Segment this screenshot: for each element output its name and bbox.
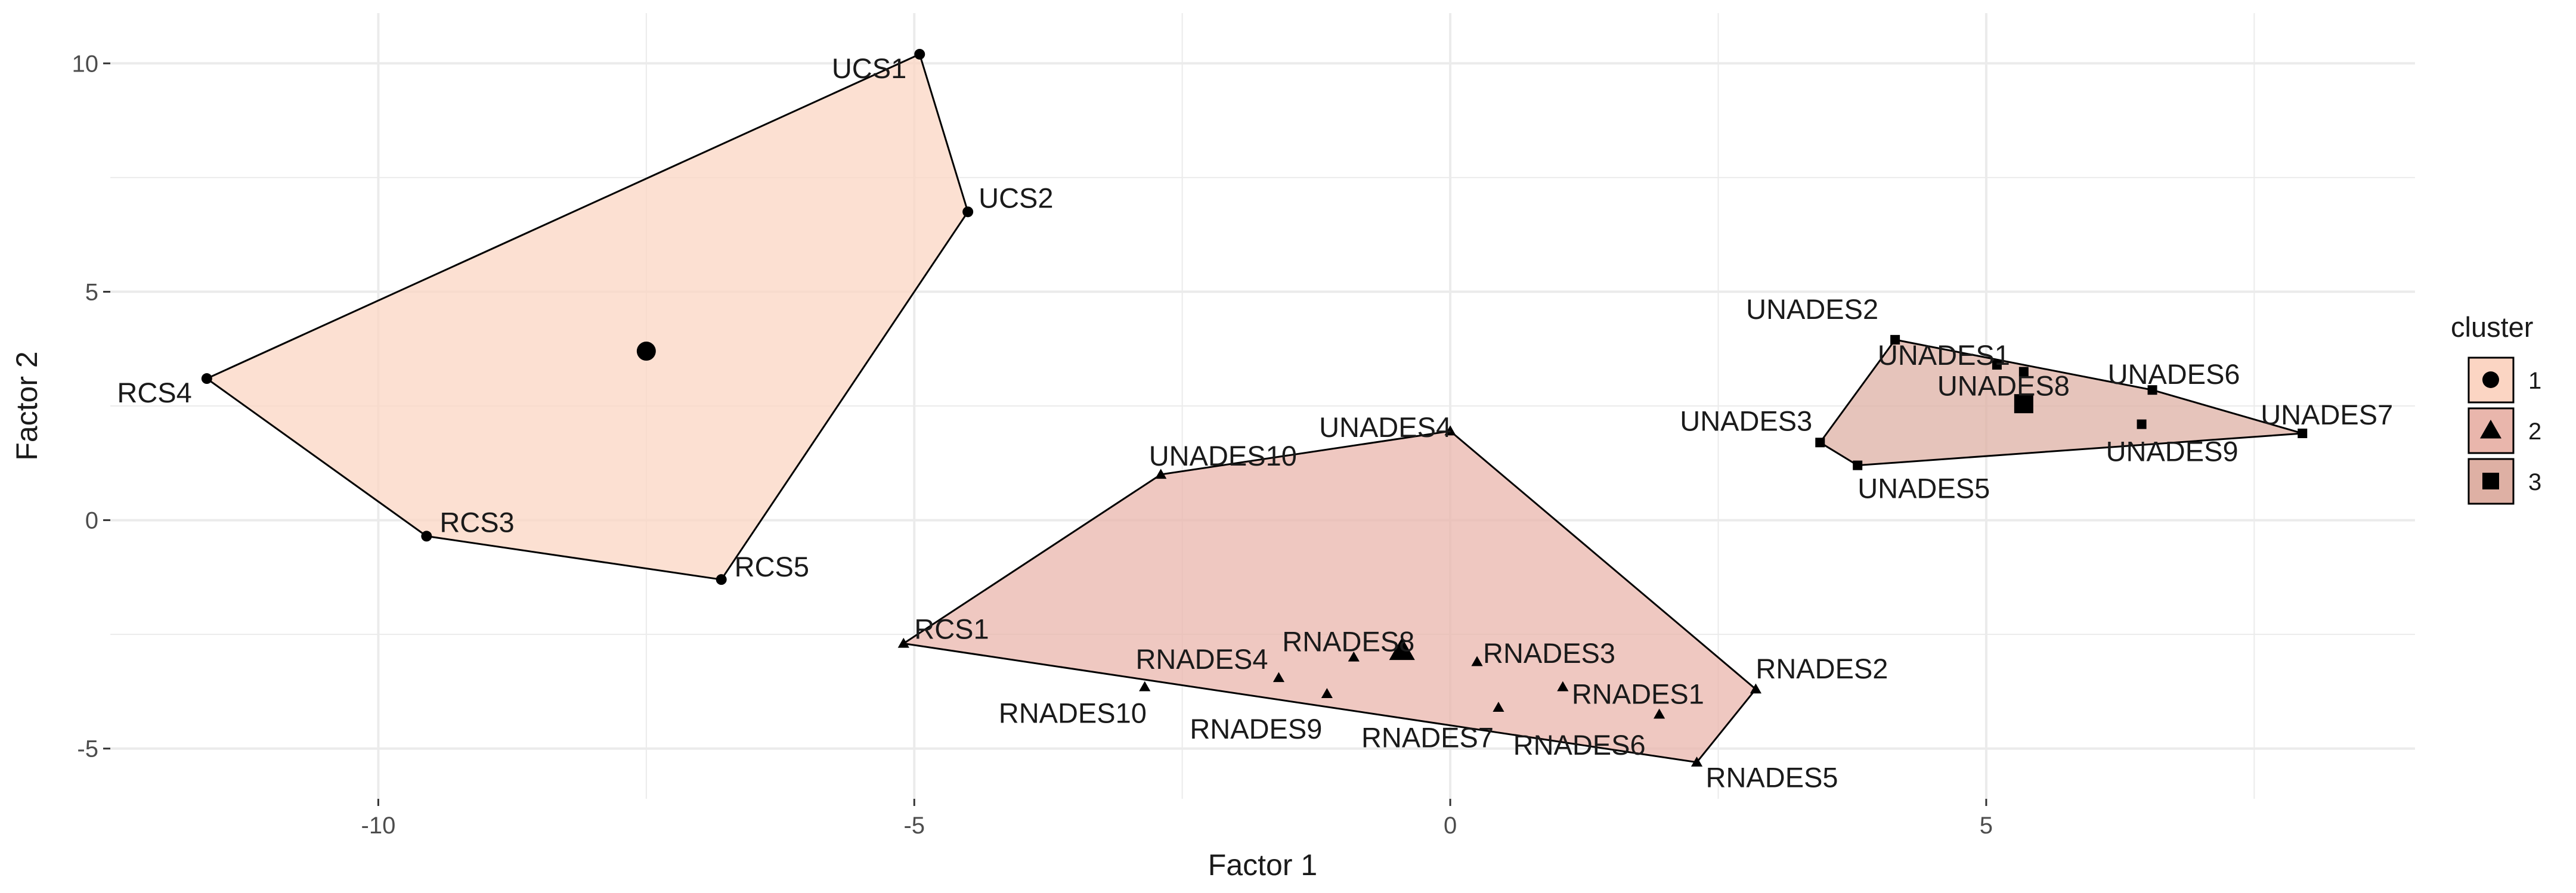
data-point (201, 373, 212, 385)
cluster-2-hull (901, 430, 1757, 764)
x-tick-label: -10 (361, 813, 396, 839)
point-label: UCS2 (979, 182, 1053, 213)
data-point (1471, 656, 1483, 666)
x-tick-label: 0 (1444, 813, 1457, 839)
data-point (897, 637, 909, 648)
data-point (962, 206, 974, 218)
data-point (1853, 460, 1863, 470)
data-point (1155, 469, 1167, 479)
data-point (1654, 708, 1665, 719)
point-label: UCS1 (832, 52, 906, 84)
legend-key-symbol (2480, 420, 2501, 439)
legend-title: cluster (2451, 311, 2533, 343)
x-tick-label: 5 (1980, 813, 1993, 839)
cluster-2-centroid (1389, 637, 1415, 661)
data-point (1750, 683, 1762, 694)
data-point (914, 48, 925, 60)
point-label: RNADES5 (1706, 762, 1838, 793)
y-tick-label: 10 (72, 51, 99, 77)
cluster-3-centroid (2014, 394, 2033, 414)
point-label: UNADES9 (2106, 436, 2238, 467)
data-point (1890, 334, 1900, 345)
data-point (1348, 651, 1360, 662)
y-tick-label: -5 (77, 736, 98, 762)
legend-key-symbol (2482, 473, 2499, 489)
data-point (1557, 681, 1569, 692)
cluster-1-centroid (636, 342, 656, 361)
cluster-3-hull (1819, 339, 2303, 467)
point-label: RCS4 (117, 377, 191, 408)
data-points (201, 48, 2308, 767)
point-label: RNADES4 (1135, 643, 1268, 675)
point-label: RNADES3 (1483, 637, 1615, 669)
data-point (1992, 360, 2002, 370)
axis-ticks: -10 -5 0 5 -5 0 5 10 (72, 51, 1993, 839)
data-point (2137, 419, 2147, 429)
cluster-1-hull (205, 52, 969, 581)
point-label: RNADES7 (1361, 722, 1494, 754)
point-label: UNADES1 (1878, 339, 2010, 371)
point-label: RNADES1 (1572, 678, 1704, 709)
y-axis-title: Factor 2 (10, 351, 44, 460)
data-point (1690, 756, 1703, 767)
point-label: RCS1 (914, 613, 989, 644)
data-point (1444, 425, 1456, 436)
data-point (716, 574, 727, 585)
data-point (2018, 367, 2029, 377)
point-label: UNADES6 (2108, 358, 2240, 390)
point-label: RNADES10 (999, 697, 1147, 728)
x-tick-label: -5 (903, 813, 925, 839)
data-point (2147, 385, 2157, 395)
x-axis-title: Factor 1 (1208, 848, 1317, 882)
point-labels: UCS1 UCS2 RCS4 RCS3 RCS5 UNADES10 UNADES4 RCS1 R… (117, 52, 2393, 793)
data-point (1139, 681, 1151, 692)
point-label: UNADES7 (2261, 399, 2393, 430)
data-point (1272, 672, 1285, 683)
point-label: RCS5 (735, 551, 809, 582)
legend-label: 3 (2528, 469, 2541, 495)
point-label: RNADES8 (1282, 625, 1414, 657)
point-label: UNADES2 (1746, 293, 1878, 325)
cluster-hulls (205, 52, 2303, 764)
y-tick-label: 0 (85, 508, 98, 534)
point-label: RNADES6 (1513, 729, 1646, 761)
data-point (1321, 688, 1333, 698)
point-label: RNADES2 (1755, 653, 1888, 684)
data-point (2298, 428, 2308, 438)
point-label: UNADES10 (1149, 440, 1297, 472)
point-label: UNADES8 (1937, 370, 2070, 402)
point-label: UNADES4 (1319, 411, 1451, 443)
point-label: UNADES3 (1680, 405, 1812, 436)
legend: cluster 1 2 3 (2451, 311, 2541, 505)
legend-key-symbol (2482, 371, 2499, 388)
y-tick-label: 5 (85, 279, 98, 305)
data-point (1493, 702, 1504, 712)
data-point (1815, 438, 1825, 448)
point-label: RCS3 (439, 506, 514, 538)
point-label: RNADES9 (1190, 713, 1322, 745)
point-label: UNADES5 (1857, 473, 1990, 504)
legend-label: 1 (2528, 368, 2541, 394)
data-point (421, 531, 432, 542)
legend-label: 2 (2528, 418, 2541, 445)
